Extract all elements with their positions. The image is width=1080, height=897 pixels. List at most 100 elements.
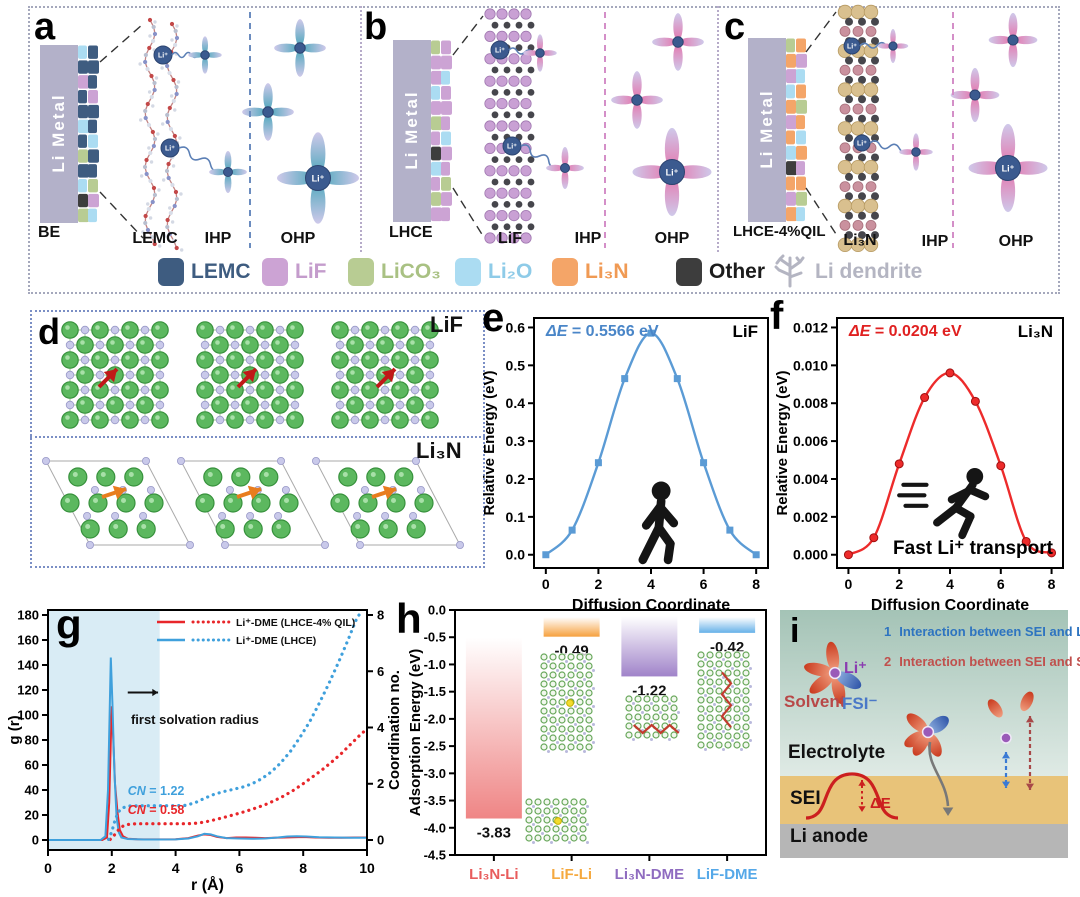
electrolyte-label: Electrolyte <box>788 742 886 763</box>
svg-text:Adsorption Energy (eV): Adsorption Energy (eV) <box>407 649 424 817</box>
svg-text:40: 40 <box>25 783 39 798</box>
panel-b-wall-label: LiF <box>498 230 522 247</box>
svg-text:0.3: 0.3 <box>506 433 526 449</box>
svg-text:0.6: 0.6 <box>506 319 526 335</box>
svg-text:0.4: 0.4 <box>506 395 526 411</box>
svg-text:first solvation radius: first solvation radius <box>131 712 259 727</box>
panel-b-ihp-label: IHP <box>574 230 602 247</box>
panel-b-c-separator <box>717 6 719 252</box>
interaction-note-1: 1 Interaction between SEI and Li <box>884 624 1080 639</box>
svg-text:20: 20 <box>25 808 39 823</box>
svg-text:6: 6 <box>700 576 708 592</box>
chart-adsorption-energy: -3.83-0.49-1.22-0.420.0-0.5-1.0-1.5-2.0-… <box>407 603 767 883</box>
svg-text:Fast Li⁺ transport: Fast Li⁺ transport <box>893 538 1054 559</box>
legend-label: Li dendrite <box>815 260 923 283</box>
top-panels-artwork: Li⁺ Li⁺ Li⁺ Li⁺ Li⁺ Li⁺ Li⁺ Li⁺ Li⁺ <box>40 4 1048 253</box>
svg-text:4: 4 <box>946 576 954 592</box>
svg-text:0.002: 0.002 <box>793 509 828 525</box>
chart-li3n-diffusion-barrier: 0 2 4 6 8 0.000 0.002 0.004 0.006 0.008 0.010 0.012… <box>774 317 1064 614</box>
svg-text:2: 2 <box>595 576 603 592</box>
interaction-note-2: 2 Interaction between SEI and Solvent <box>884 654 1080 669</box>
svg-text:Relative Energy (eV): Relative Energy (eV) <box>481 370 498 515</box>
svg-text:4: 4 <box>172 860 180 876</box>
legend-item-lif: LiF <box>262 256 327 288</box>
svg-text:Diffusion Coordinate: Diffusion Coordinate <box>871 597 1029 614</box>
panel-i-artwork: ΔE <box>804 641 1035 820</box>
svg-text:0: 0 <box>32 833 39 848</box>
svg-text:Li⁺: Li⁺ <box>312 174 325 184</box>
panel-c-li-metal-label: Li Metal <box>757 89 776 169</box>
panel-c-letter: c <box>724 6 746 48</box>
svg-text:-1.5: -1.5 <box>424 684 446 699</box>
svg-text:LiF: LiF <box>733 322 759 341</box>
lemc-swatch <box>158 258 184 286</box>
legend-item-li2o: Li₂O <box>455 256 532 288</box>
li-anode-label: Li anode <box>790 826 869 847</box>
svg-text:-4.0: -4.0 <box>424 820 446 835</box>
li3n-swatch <box>552 258 578 286</box>
svg-text:Li⁺: Li⁺ <box>495 48 505 55</box>
svg-text:LiF-DME: LiF-DME <box>697 866 758 883</box>
legend-label: Li₃N <box>585 260 629 283</box>
svg-text:ΔE = 0.5566 eV: ΔE = 0.5566 eV <box>545 323 659 340</box>
panel-b-li-metal-label: Li Metal <box>402 90 421 170</box>
svg-text:0.0: 0.0 <box>506 547 526 563</box>
svg-text:-4.5: -4.5 <box>424 848 446 863</box>
svg-text:Li⁺-DME (LHCE): Li⁺-DME (LHCE) <box>236 635 316 647</box>
panel-a-letter: a <box>34 6 56 48</box>
panel-d-divider <box>30 436 485 438</box>
legend-label: LiF <box>295 260 327 283</box>
svg-text:-2.0: -2.0 <box>424 711 446 726</box>
svg-text:-3.0: -3.0 <box>424 766 446 781</box>
svg-text:0.5: 0.5 <box>506 357 526 373</box>
svg-text:Li⁺: Li⁺ <box>666 168 679 178</box>
svg-text:0.0: 0.0 <box>428 603 446 618</box>
svg-text:r (Å): r (Å) <box>191 875 224 894</box>
svg-text:6: 6 <box>236 860 244 876</box>
svg-text:2: 2 <box>377 776 384 791</box>
svg-text:120: 120 <box>17 683 39 698</box>
panel-f-letter: f <box>770 294 784 338</box>
li2o-swatch <box>455 258 481 286</box>
legend-item-lico3: LiCO₃ <box>348 256 441 288</box>
svg-text:0: 0 <box>845 576 853 592</box>
svg-text:LiF-Li: LiF-Li <box>551 866 592 883</box>
svg-text:CN = 0.58: CN = 0.58 <box>128 803 185 817</box>
svg-text:-3.83: -3.83 <box>477 825 511 842</box>
svg-text:0: 0 <box>542 576 550 592</box>
svg-text:0: 0 <box>44 860 52 876</box>
lico3-swatch <box>348 258 374 286</box>
svg-text:2: 2 <box>108 860 116 876</box>
svg-text:4: 4 <box>647 576 655 592</box>
svg-text:6: 6 <box>377 664 384 679</box>
svg-text:8: 8 <box>1048 576 1056 592</box>
svg-text:0.004: 0.004 <box>793 471 828 487</box>
svg-text:140: 140 <box>17 658 39 673</box>
legend-label: LEMC <box>191 260 251 283</box>
panel-a-ohp-label: OHP <box>280 230 316 247</box>
svg-text:Li⁺: Li⁺ <box>847 44 857 51</box>
svg-text:0: 0 <box>377 832 384 847</box>
sei-label: SEI <box>790 788 821 809</box>
svg-text:Coordination no.: Coordination no. <box>386 670 403 790</box>
li-anode-layer <box>780 824 1068 858</box>
panel-h-letter: h <box>396 595 422 642</box>
svg-text:ΔE: ΔE <box>870 795 891 812</box>
panel-b-electrolyte-label: LHCE <box>389 224 433 241</box>
svg-text:Li⁺: Li⁺ <box>857 141 867 148</box>
svg-text:160: 160 <box>17 633 39 648</box>
panel-d-box <box>30 310 485 568</box>
panel-g-letter: g <box>56 601 82 648</box>
svg-text:4: 4 <box>377 720 385 735</box>
svg-text:Li⁺: Li⁺ <box>165 146 175 153</box>
note-text: Interaction between SEI and Solvent <box>899 654 1080 669</box>
svg-text:10: 10 <box>359 860 375 876</box>
panel-c-electrolyte-label: LHCE-4%QIL <box>733 223 826 240</box>
panel-a-b-separator <box>360 6 362 252</box>
li-ion-label: Li⁺ <box>844 660 867 677</box>
legend-label: Other <box>709 260 766 283</box>
panel-i-schematic <box>780 610 1068 858</box>
legend-item-li-dendrite: Li dendrite <box>772 254 923 288</box>
